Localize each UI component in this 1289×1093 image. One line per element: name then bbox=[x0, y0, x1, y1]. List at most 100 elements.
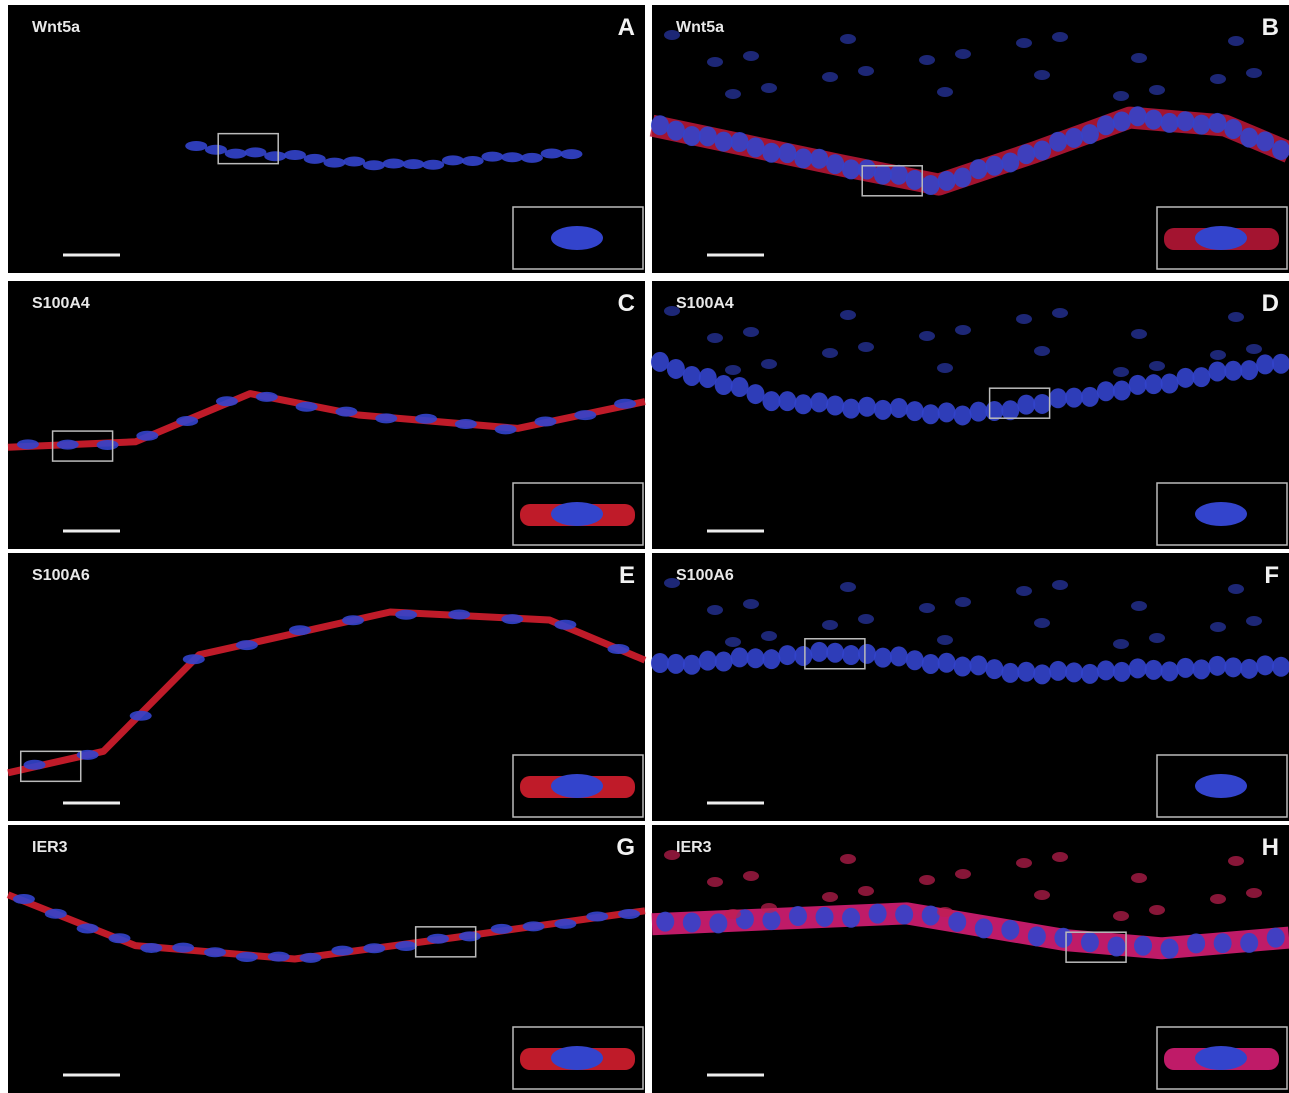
nucleus bbox=[1049, 388, 1067, 408]
nucleus bbox=[667, 359, 685, 379]
nucleus bbox=[607, 644, 629, 654]
nucleus bbox=[1081, 387, 1099, 407]
nucleus bbox=[1161, 374, 1179, 394]
nucleus bbox=[707, 605, 723, 615]
nucleus bbox=[858, 342, 874, 352]
nucleus bbox=[731, 377, 749, 397]
nucleus bbox=[1228, 856, 1244, 866]
nucleus bbox=[1208, 361, 1226, 381]
nucleus bbox=[890, 398, 908, 418]
nucleus bbox=[762, 391, 780, 411]
nucleus bbox=[1065, 128, 1083, 148]
nucleus bbox=[969, 655, 987, 675]
nucleus bbox=[955, 597, 971, 607]
nucleus bbox=[858, 614, 874, 624]
panel-letter: H bbox=[1262, 834, 1279, 861]
nucleus bbox=[955, 325, 971, 335]
nucleus bbox=[810, 642, 828, 662]
nucleus bbox=[938, 402, 956, 422]
panel-letter: G bbox=[616, 834, 635, 861]
nucleus bbox=[1246, 888, 1262, 898]
nucleus bbox=[922, 905, 940, 925]
nucleus bbox=[1210, 894, 1226, 904]
nucleus bbox=[1131, 873, 1147, 883]
nucleus bbox=[427, 934, 449, 944]
nucleus bbox=[136, 431, 158, 441]
nucleus bbox=[842, 645, 860, 665]
nucleus bbox=[1129, 658, 1147, 678]
nucleus bbox=[1131, 601, 1147, 611]
inset-nucleus bbox=[551, 502, 603, 526]
nucleus bbox=[284, 150, 306, 160]
nucleus bbox=[869, 904, 887, 924]
nucleus bbox=[1176, 658, 1194, 678]
nucleus bbox=[651, 115, 669, 135]
nucleus bbox=[1176, 111, 1194, 131]
nucleus bbox=[442, 155, 464, 165]
nucleus bbox=[1052, 308, 1068, 318]
nucleus bbox=[1161, 939, 1179, 959]
nucleus bbox=[1208, 113, 1226, 133]
nucleus bbox=[651, 653, 669, 673]
nucleus bbox=[840, 582, 856, 592]
nucleus bbox=[1145, 110, 1163, 130]
nucleus bbox=[822, 892, 838, 902]
nucleus bbox=[1149, 633, 1165, 643]
panel: IER3 G bbox=[8, 825, 645, 1093]
nucleus bbox=[1065, 662, 1083, 682]
nucleus bbox=[268, 952, 290, 962]
nucleus bbox=[172, 943, 194, 953]
marker-label: IER3 bbox=[32, 839, 68, 856]
nucleus bbox=[375, 413, 397, 423]
nucleus bbox=[985, 156, 1003, 176]
nucleus bbox=[969, 402, 987, 422]
nucleus bbox=[1016, 858, 1032, 868]
nucleus bbox=[1240, 933, 1258, 953]
nucleus bbox=[1052, 580, 1068, 590]
nucleus bbox=[1240, 128, 1258, 148]
nucleus bbox=[743, 871, 759, 881]
nucleus bbox=[1034, 890, 1050, 900]
nucleus bbox=[97, 440, 119, 450]
nucleus bbox=[826, 396, 844, 416]
nucleus bbox=[1134, 936, 1152, 956]
nucleus bbox=[874, 165, 892, 185]
nucleus bbox=[1149, 905, 1165, 915]
nucleus bbox=[1017, 395, 1035, 415]
nucleus bbox=[1192, 367, 1210, 387]
nucleus bbox=[45, 909, 67, 919]
panel-letter: F bbox=[1264, 562, 1279, 589]
nucleus bbox=[699, 126, 717, 146]
nucleus bbox=[1145, 374, 1163, 394]
nucleus bbox=[683, 912, 701, 932]
nucleus bbox=[264, 151, 286, 161]
nucleus bbox=[707, 333, 723, 343]
nucleus bbox=[1017, 662, 1035, 682]
nucleus bbox=[216, 396, 238, 406]
nucleus bbox=[395, 610, 417, 620]
nucleus bbox=[1033, 664, 1051, 684]
nucleus bbox=[331, 946, 353, 956]
nucleus bbox=[761, 83, 777, 93]
nucleus bbox=[1113, 381, 1131, 401]
nucleus bbox=[395, 941, 417, 951]
nucleus bbox=[1267, 928, 1285, 948]
nucleus bbox=[699, 368, 717, 388]
nucleus bbox=[1113, 639, 1129, 649]
inset-nucleus bbox=[1195, 502, 1247, 526]
panel-letter: A bbox=[618, 14, 635, 41]
nucleus bbox=[906, 401, 924, 421]
nucleus bbox=[289, 625, 311, 635]
nucleus bbox=[383, 159, 405, 169]
nucleus bbox=[335, 407, 357, 417]
nucleus bbox=[789, 906, 807, 926]
panel-letter: D bbox=[1262, 290, 1279, 317]
nucleus bbox=[1052, 852, 1068, 862]
nucleus bbox=[822, 348, 838, 358]
nucleus bbox=[296, 402, 318, 412]
inset-nucleus bbox=[1195, 1046, 1247, 1070]
nucleus bbox=[761, 359, 777, 369]
nucleus bbox=[1001, 663, 1019, 683]
nucleus bbox=[778, 143, 796, 163]
nucleus bbox=[1001, 400, 1019, 420]
